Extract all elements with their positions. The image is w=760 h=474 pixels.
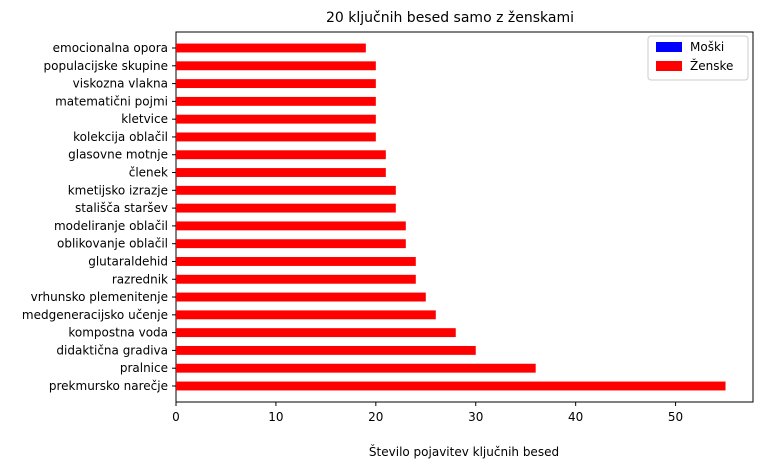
category-label-17: viskozna vlakna bbox=[73, 77, 168, 91]
category-label-10: stališča staršev bbox=[75, 201, 168, 215]
x-axis-label: Število pojavitev ključnih besed bbox=[369, 444, 559, 459]
bars-group bbox=[176, 43, 726, 391]
category-labels: prekmursko narečje pralnice didaktična gra… bbox=[22, 41, 176, 393]
x-tick-label-1: 10 bbox=[268, 410, 283, 424]
chart-title: 20 ključnih besed samo z ženskami bbox=[326, 10, 574, 26]
bar-19 bbox=[176, 43, 366, 53]
bar-3 bbox=[176, 328, 456, 338]
category-label-19: emocionalna opora bbox=[53, 41, 168, 55]
x-tick-label-5: 50 bbox=[668, 410, 683, 424]
bar-6 bbox=[176, 274, 416, 284]
category-label-2: didaktična gradiva bbox=[56, 343, 168, 357]
category-label-1: pralnice bbox=[120, 361, 168, 375]
category-label-4: medgeneracijsko učenje bbox=[22, 308, 168, 322]
bar-9 bbox=[176, 221, 406, 231]
legend: Moški Ženske bbox=[647, 35, 749, 81]
plot-area bbox=[175, 31, 754, 403]
category-label-9: modeliranje oblačil bbox=[54, 219, 168, 233]
x-tick-label-4: 40 bbox=[568, 410, 583, 424]
bar-10 bbox=[176, 203, 396, 213]
bar-7 bbox=[176, 257, 416, 266]
x-tick-label-3: 30 bbox=[468, 410, 483, 424]
legend-label-moski: Moški bbox=[690, 40, 724, 54]
bar-4 bbox=[176, 310, 436, 320]
bar-2 bbox=[176, 345, 476, 355]
bar-0 bbox=[176, 381, 726, 391]
bar-12 bbox=[176, 168, 386, 177]
bar-18 bbox=[176, 61, 376, 71]
category-label-12: členek bbox=[129, 166, 168, 180]
x-ticks: 0 10 20 30 40 50 bbox=[172, 402, 683, 424]
x-tick-label-2: 20 bbox=[368, 410, 383, 424]
bar-8 bbox=[176, 239, 406, 249]
bar-15 bbox=[176, 114, 376, 124]
category-label-3: kompostna voda bbox=[68, 326, 168, 340]
bar-14 bbox=[176, 132, 376, 142]
category-label-18: populacijske skupine bbox=[44, 59, 168, 73]
category-label-8: oblikovanje oblačil bbox=[57, 237, 168, 251]
bar-17 bbox=[176, 79, 376, 89]
legend-swatch-zenske bbox=[656, 61, 682, 71]
category-label-7: glutaraldehid bbox=[88, 254, 168, 268]
legend-swatch-moski bbox=[656, 42, 682, 52]
bar-13 bbox=[176, 150, 386, 160]
category-label-6: razrednik bbox=[112, 272, 168, 286]
legend-label-zenske: Ženske bbox=[690, 58, 733, 73]
category-label-11: kmetijsko izrazje bbox=[68, 183, 168, 197]
category-label-16: matematični pojmi bbox=[55, 94, 168, 108]
category-label-5: vrhunsko plemenitenje bbox=[31, 290, 168, 304]
bar-16 bbox=[176, 96, 376, 106]
bar-1 bbox=[176, 363, 536, 373]
bar-5 bbox=[176, 292, 426, 302]
category-label-13: glasovne motnje bbox=[68, 148, 168, 162]
bar-11 bbox=[176, 185, 396, 195]
category-label-15: kletvice bbox=[121, 112, 168, 126]
x-tick-label-0: 0 bbox=[172, 410, 180, 424]
category-label-0: prekmursko narečje bbox=[49, 379, 168, 393]
category-label-14: kolekcija oblačil bbox=[73, 130, 168, 144]
